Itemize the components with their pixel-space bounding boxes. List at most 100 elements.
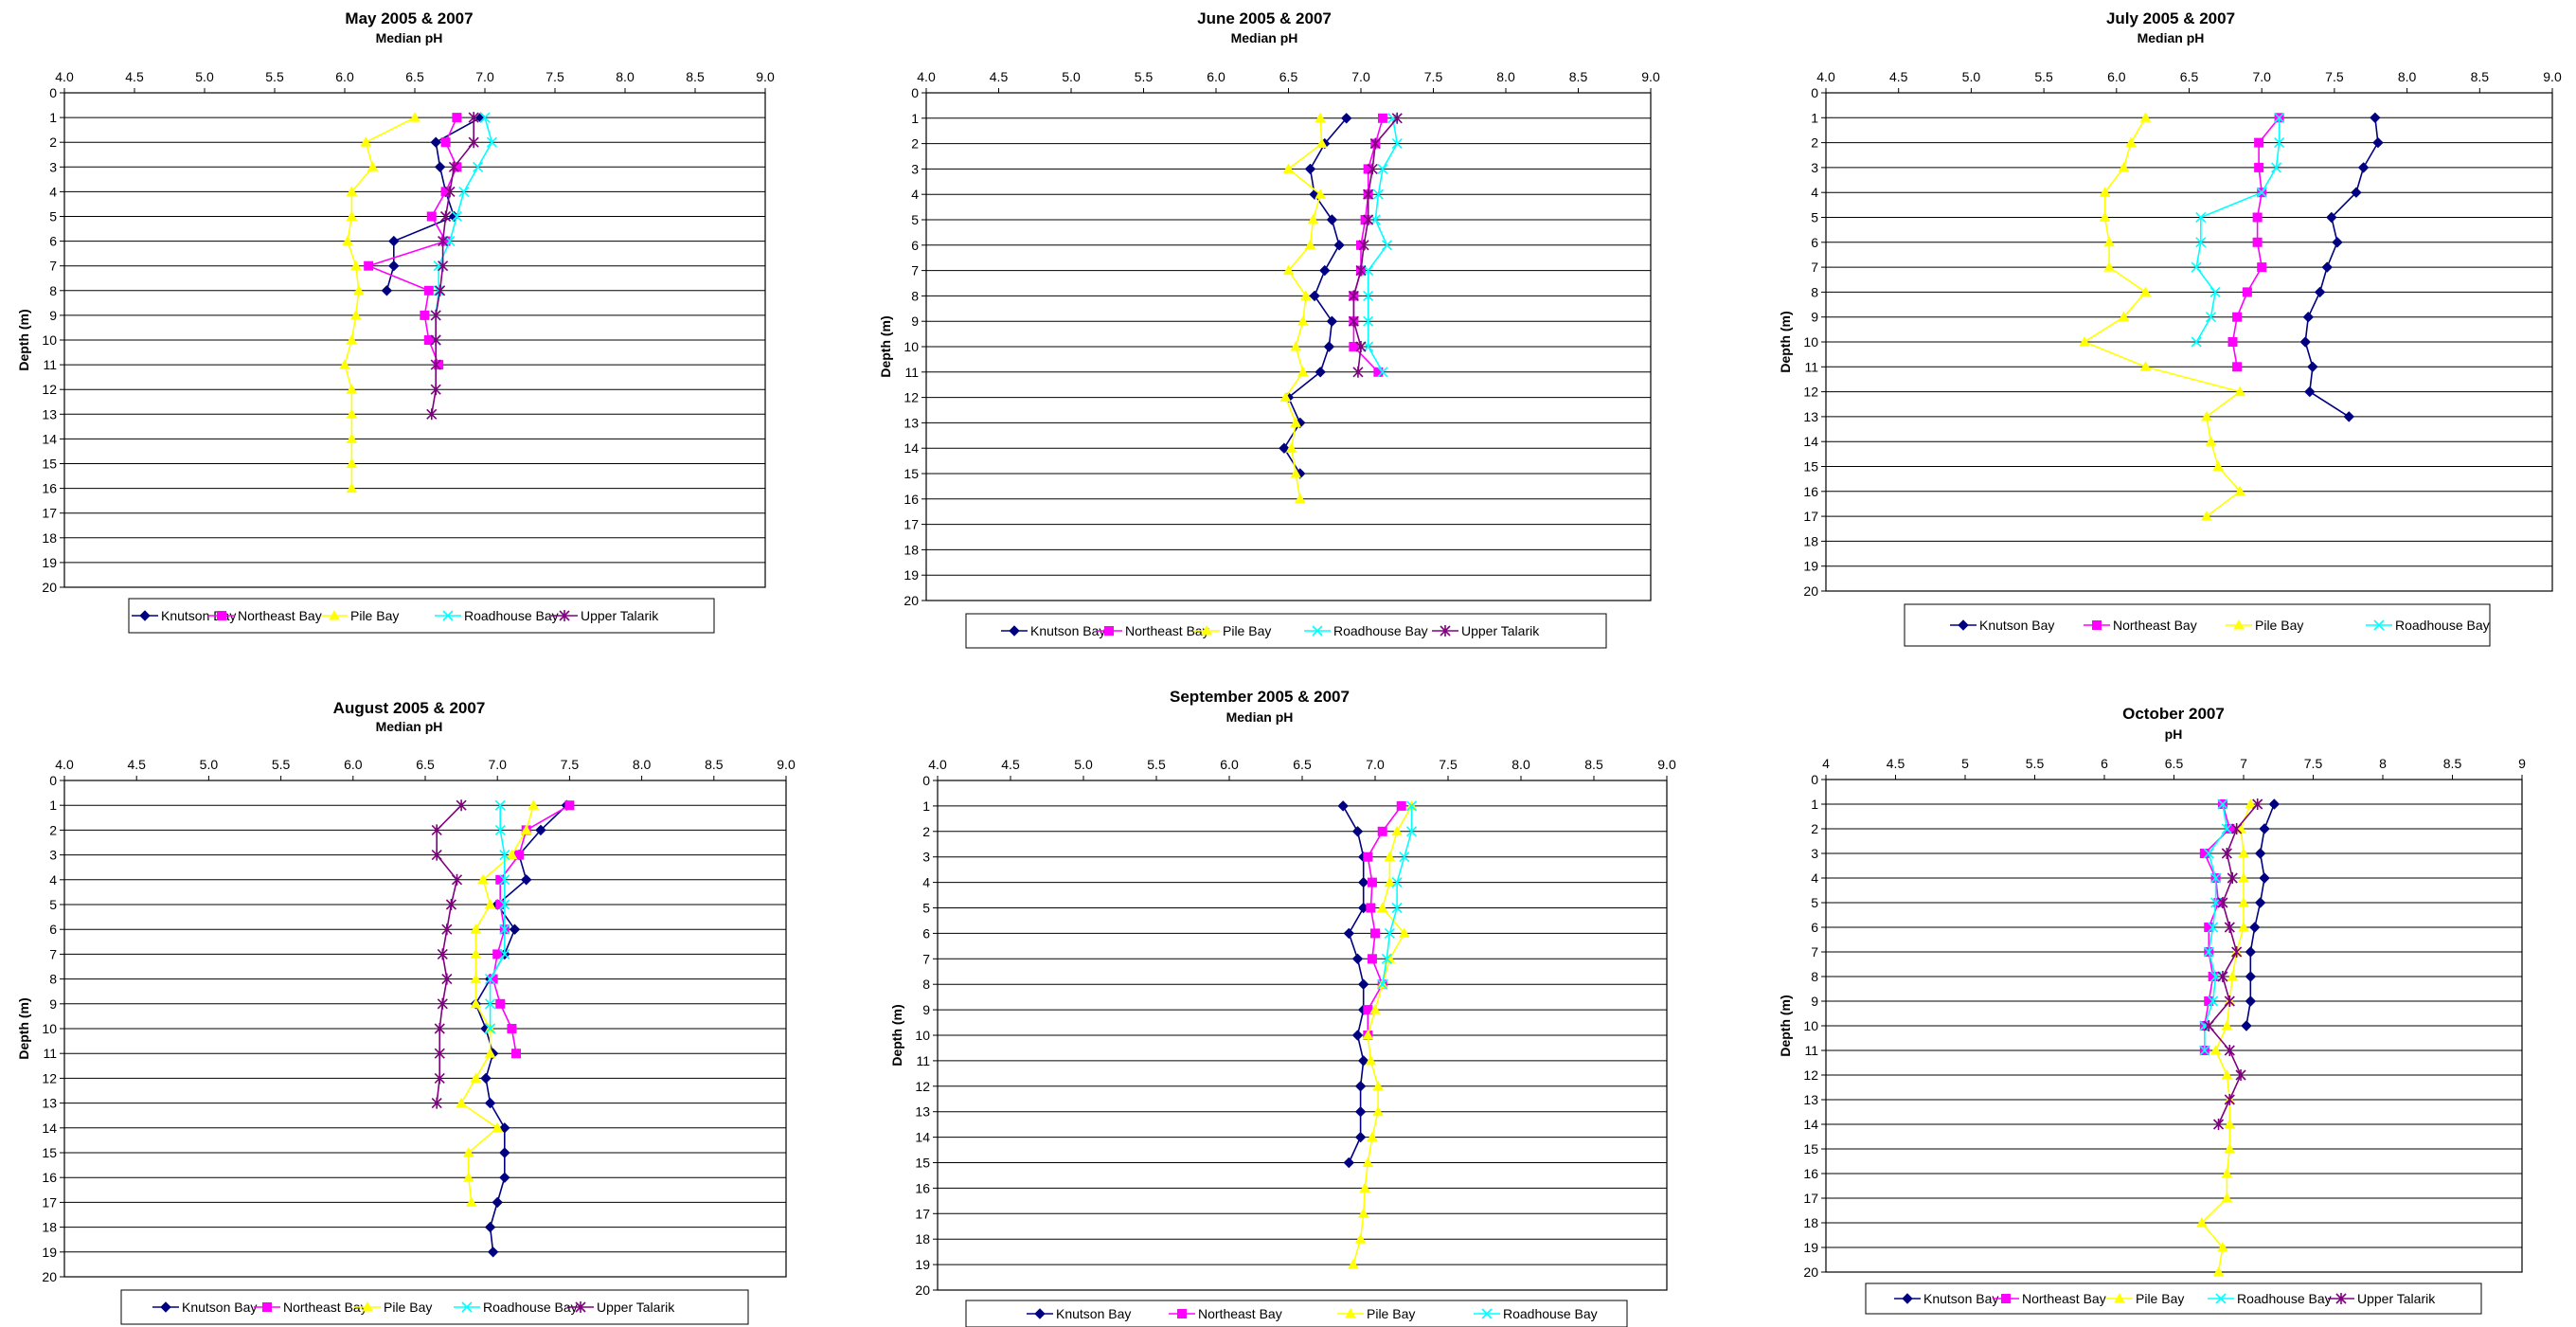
data-point bbox=[430, 136, 441, 148]
y-tick-label: 4 bbox=[1811, 870, 1818, 886]
x-tick-label: 6.0 bbox=[344, 757, 363, 772]
legend-marker bbox=[1958, 619, 1969, 631]
data-point bbox=[1381, 953, 1392, 964]
x-tick-label: 4.5 bbox=[1889, 69, 1908, 84]
legend-label: Upper Talarik bbox=[2357, 1291, 2436, 1306]
x-tick-label: 4.0 bbox=[928, 757, 947, 772]
y-tick-label: 14 bbox=[42, 1121, 57, 1136]
data-point bbox=[1358, 239, 1369, 251]
data-point bbox=[1315, 112, 1327, 123]
data-point bbox=[2231, 823, 2243, 834]
y-tick-label: 2 bbox=[49, 134, 57, 150]
series-northeast-bay bbox=[364, 113, 462, 370]
data-point bbox=[2225, 824, 2235, 834]
x-tick-label: 8.0 bbox=[616, 69, 635, 84]
y-tick-label: 8 bbox=[1811, 969, 1818, 984]
data-point bbox=[2221, 1068, 2233, 1080]
y-tick-label: 18 bbox=[42, 530, 57, 546]
data-point bbox=[2227, 970, 2239, 981]
y-tick-label: 1 bbox=[1811, 110, 1818, 125]
data-point bbox=[349, 260, 362, 271]
data-point bbox=[456, 1097, 467, 1108]
y-tick-label: 0 bbox=[911, 85, 919, 100]
data-point bbox=[2257, 262, 2267, 273]
data-point bbox=[381, 285, 393, 296]
legend-label: Knutson Bay bbox=[1056, 1306, 1131, 1321]
y-tick-label: 8 bbox=[922, 977, 930, 992]
y-tick-label: 5 bbox=[911, 212, 919, 227]
data-point bbox=[444, 186, 456, 198]
y-tick-label: 18 bbox=[903, 542, 919, 557]
y-tick-label: 12 bbox=[903, 390, 919, 405]
y-tick-label: 14 bbox=[42, 431, 57, 446]
y-tick-label: 10 bbox=[1803, 334, 1818, 350]
x-tick-label: 4.0 bbox=[55, 757, 74, 772]
y-tick-label: 12 bbox=[1803, 385, 1818, 400]
data-point bbox=[1391, 902, 1403, 914]
data-point bbox=[2217, 1241, 2228, 1252]
y-tick-label: 10 bbox=[42, 332, 57, 348]
legend-box bbox=[1865, 1282, 2482, 1315]
data-point bbox=[470, 948, 482, 959]
data-point bbox=[1309, 290, 1320, 302]
data-point bbox=[1326, 315, 1338, 327]
data-point bbox=[2212, 460, 2225, 471]
y-tick-label: 10 bbox=[903, 339, 919, 354]
data-point bbox=[2103, 261, 2115, 272]
data-point bbox=[1354, 1131, 1367, 1143]
y-axis-label: Depth (m) bbox=[878, 315, 893, 377]
data-point bbox=[2254, 162, 2264, 172]
legend-marker bbox=[2373, 619, 2385, 631]
data-point bbox=[2274, 137, 2285, 149]
series-pile-bay bbox=[1348, 799, 1418, 1269]
y-tick-label: 5 bbox=[49, 209, 57, 224]
data-point bbox=[2231, 946, 2243, 958]
y-tick-label: 10 bbox=[42, 1021, 57, 1036]
x-tick-label: 6.5 bbox=[2180, 69, 2199, 84]
data-point bbox=[2199, 849, 2209, 858]
data-point bbox=[495, 900, 506, 909]
series-line bbox=[2245, 803, 2276, 1027]
legend-label: Pile Bay bbox=[384, 1300, 432, 1315]
y-tick-label: 19 bbox=[42, 555, 57, 570]
data-point bbox=[346, 333, 358, 345]
x-tick-label: 9.0 bbox=[1657, 757, 1676, 772]
data-point bbox=[2234, 485, 2246, 496]
legend-label: Upper Talarik bbox=[597, 1300, 675, 1315]
data-point bbox=[2196, 1216, 2208, 1228]
x-tick-label: 5.0 bbox=[1074, 757, 1093, 772]
x-tick-label: 8.5 bbox=[686, 69, 705, 84]
series-roadhouse-bay bbox=[1377, 800, 1418, 990]
data-point bbox=[431, 824, 442, 836]
y-axis-label: Depth (m) bbox=[16, 997, 31, 1059]
data-point bbox=[1372, 188, 1384, 200]
y-axis-label: Depth (m) bbox=[1778, 311, 1793, 372]
x-tick-label: 6.5 bbox=[416, 757, 435, 772]
data-point bbox=[352, 284, 365, 296]
data-point bbox=[437, 948, 448, 960]
data-point bbox=[349, 309, 362, 320]
data-point bbox=[434, 1023, 445, 1034]
data-point bbox=[465, 1196, 477, 1207]
y-tick-label: 0 bbox=[1811, 85, 1818, 100]
series-upper-talarik bbox=[1348, 112, 1403, 378]
legend-label: Knutson Bay bbox=[1923, 1291, 1998, 1306]
x-tick-label: 9.0 bbox=[756, 69, 775, 84]
x-tick-label: 4.5 bbox=[1887, 756, 1905, 771]
x-tick-label: 7.5 bbox=[546, 69, 564, 84]
legend-box bbox=[120, 1289, 749, 1325]
legend-marker bbox=[1034, 1308, 1046, 1319]
data-point bbox=[1297, 366, 1309, 377]
data-point bbox=[434, 360, 444, 370]
data-point bbox=[1366, 903, 1376, 913]
data-point bbox=[528, 799, 540, 810]
data-point bbox=[2245, 946, 2257, 958]
data-point bbox=[2252, 798, 2263, 810]
data-point bbox=[1372, 1080, 1384, 1091]
data-point bbox=[2221, 848, 2232, 859]
legend-marker bbox=[461, 1301, 473, 1313]
data-point bbox=[1365, 1054, 1377, 1066]
y-tick-label: 12 bbox=[1803, 1067, 1818, 1083]
data-point bbox=[346, 186, 358, 196]
legend-marker bbox=[217, 611, 226, 620]
